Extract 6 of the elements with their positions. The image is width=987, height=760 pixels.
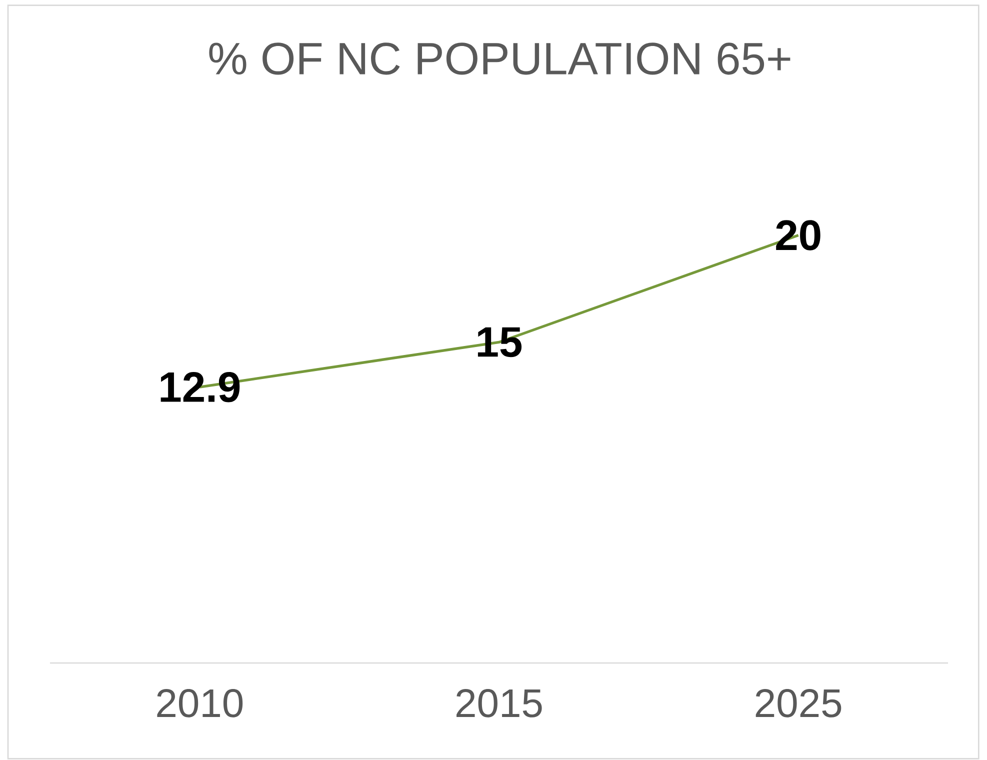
chart-title: % OF NC POPULATION 65+ bbox=[209, 42, 790, 75]
data-label: 20 bbox=[776, 220, 820, 250]
x-tick-label: 2015 bbox=[456, 689, 542, 718]
data-label: 12.9 bbox=[160, 372, 240, 402]
x-tick-label: 2010 bbox=[157, 689, 243, 718]
x-tick-label: 2025 bbox=[756, 689, 842, 718]
